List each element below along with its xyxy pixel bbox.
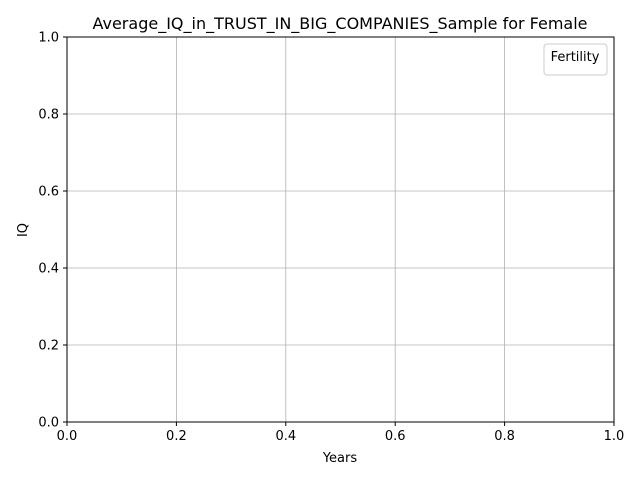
y-tick-label: 0.6	[38, 185, 59, 200]
x-tick-label: 0.8	[494, 429, 515, 444]
x-tick-label: 0.4	[275, 429, 296, 444]
x-axis-label: Years	[322, 451, 358, 466]
x-tick-label: 0.0	[57, 429, 78, 444]
y-axis-label: IQ	[16, 223, 31, 237]
y-tick-label: 0.0	[38, 416, 59, 431]
x-axis: 0.0 0.2 0.4 0.6 0.8 1.0	[57, 422, 625, 444]
legend-title: Fertility	[551, 50, 600, 65]
y-tick-label: 0.8	[38, 108, 59, 123]
plot-area	[66, 36, 615, 423]
y-tick-label: 0.4	[38, 262, 59, 277]
x-tick-label: 1.0	[604, 429, 625, 444]
x-tick-label: 0.6	[385, 429, 406, 444]
y-tick-label: 1.0	[38, 31, 59, 46]
y-axis: 0.0 0.2 0.4 0.6 0.8 1.0	[38, 31, 67, 431]
legend: Fertility	[543, 43, 608, 76]
grid	[66, 36, 615, 423]
y-tick-label: 0.2	[38, 339, 59, 354]
legend-box	[543, 43, 608, 76]
x-tick-label: 0.2	[166, 429, 187, 444]
chart-title: Average_IQ_in_TRUST_IN_BIG_COMPANIES_Sam…	[92, 14, 587, 34]
